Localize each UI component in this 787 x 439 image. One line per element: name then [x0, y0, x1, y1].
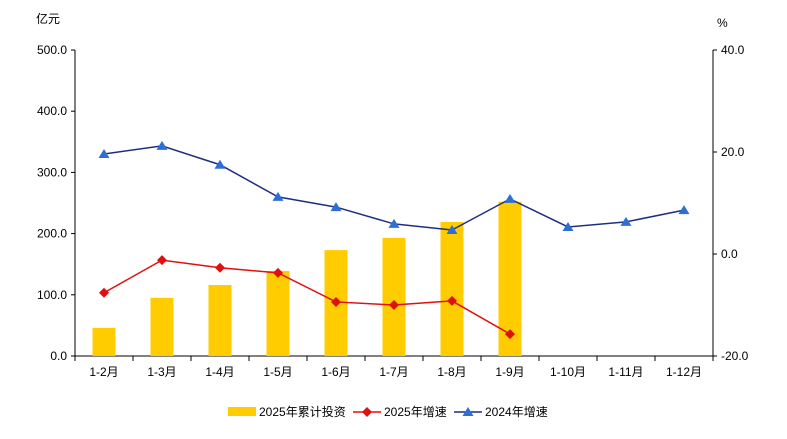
bar — [150, 297, 174, 356]
triangle-marker — [462, 407, 474, 416]
left-tick-label: 100.0 — [37, 288, 67, 302]
x-tick-label: 1-4月 — [205, 365, 234, 379]
bar — [382, 237, 406, 356]
x-tick-label: 1-12月 — [666, 365, 702, 379]
triangle-marker — [156, 140, 168, 150]
right-tick-label: 0.0 — [721, 247, 738, 261]
x-tick-label: 1-10月 — [550, 365, 586, 379]
legend-item: 2025年增速 — [353, 405, 447, 419]
diamond-marker — [331, 296, 341, 307]
x-tick-label: 1-5月 — [263, 365, 292, 379]
legend-swatch — [228, 407, 256, 416]
bar — [208, 285, 232, 356]
triangle-marker — [330, 202, 342, 212]
diamond-marker — [505, 329, 515, 340]
legend-label: 2025年累计投资 — [259, 404, 346, 419]
bar — [498, 201, 522, 356]
bar — [92, 327, 116, 356]
bar — [440, 221, 464, 356]
diamond-marker — [273, 267, 283, 278]
legend-label: 2025年增速 — [384, 405, 447, 419]
x-tick-label: 1-11月 — [608, 365, 643, 379]
legend-label: 2024年增速 — [485, 405, 548, 419]
x-tick-label: 1-7月 — [379, 365, 408, 379]
diamond-marker — [447, 295, 457, 306]
triangle-marker — [504, 193, 516, 203]
left-tick-label: 200.0 — [37, 227, 67, 241]
diamond-marker — [99, 287, 109, 298]
bar — [266, 270, 290, 356]
left-tick-label: 500.0 — [37, 43, 67, 57]
diamond-marker — [157, 255, 167, 266]
legend-item: 2024年增速 — [454, 405, 548, 419]
series-line — [103, 259, 511, 335]
x-tick-label: 1-9月 — [495, 365, 524, 379]
left-unit-label: 亿元 — [36, 11, 60, 26]
triangle-marker — [446, 225, 458, 235]
x-tick-label: 1-2月 — [89, 365, 118, 379]
triangle-marker — [214, 159, 226, 169]
right-tick-label: 40.0 — [721, 43, 745, 57]
diamond-marker — [389, 300, 399, 310]
left-tick-label: 300.0 — [37, 165, 67, 179]
triangle-marker — [678, 205, 690, 215]
triangle-marker — [272, 191, 284, 201]
right-tick-label: 20.0 — [721, 145, 745, 159]
right-unit-label: % — [717, 16, 728, 30]
x-tick-label: 1-6月 — [321, 365, 350, 379]
x-tick-label: 1-3月 — [147, 365, 176, 379]
left-tick-label: 400.0 — [37, 104, 67, 118]
series-line — [103, 145, 685, 231]
legend-item: 2025年累计投资 — [228, 404, 346, 419]
triangle-marker — [98, 149, 110, 159]
left-tick-label: 0.0 — [50, 349, 67, 363]
x-tick-label: 1-8月 — [437, 365, 466, 379]
diamond-marker — [362, 407, 372, 417]
right-tick-label: -20.0 — [721, 349, 749, 363]
triangle-marker — [562, 221, 574, 231]
triangle-marker — [620, 216, 632, 226]
triangle-marker — [388, 218, 400, 228]
diamond-marker — [215, 262, 225, 273]
